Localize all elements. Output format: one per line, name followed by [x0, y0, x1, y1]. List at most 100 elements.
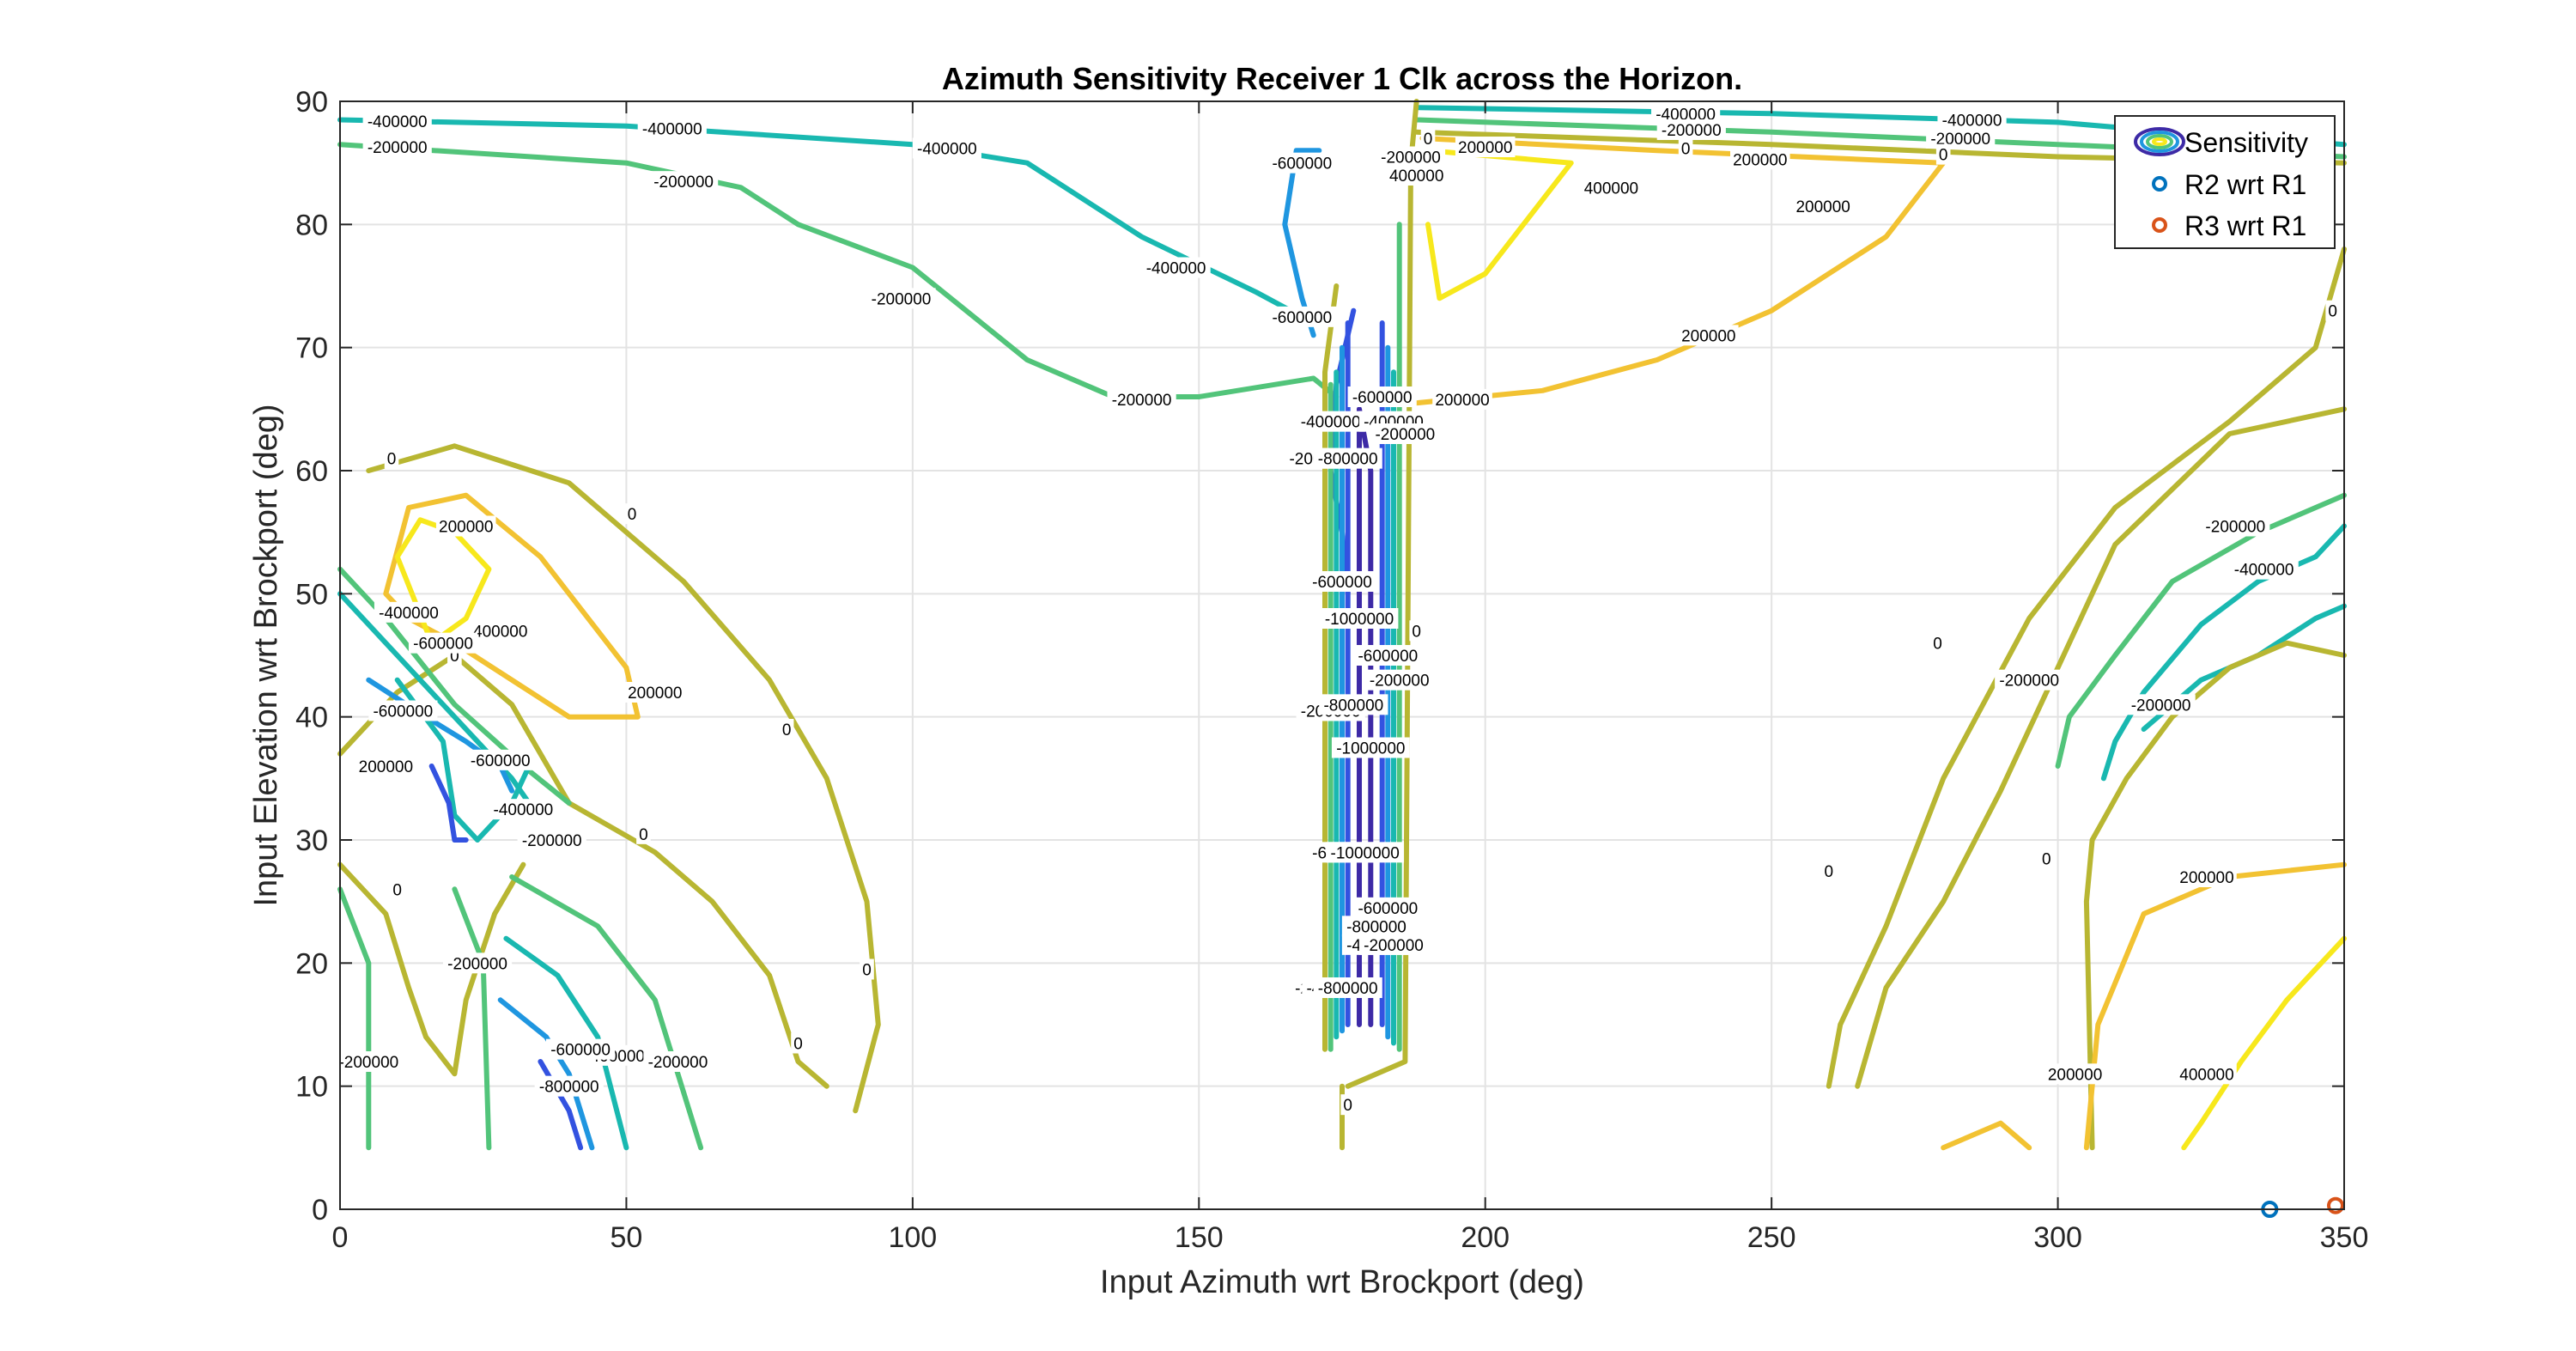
- x-tick-label: 250: [1747, 1221, 1796, 1254]
- contour-label-text: -400000: [379, 605, 439, 623]
- contour-label-bg: [2177, 1063, 2237, 1085]
- contour-label: -600000: [545, 1038, 616, 1060]
- y-tick-label: 70: [295, 332, 328, 365]
- contour-label-bg: [470, 620, 531, 642]
- contour-label-text: -600000: [1358, 648, 1418, 666]
- contour-label-bg: [1340, 1094, 1355, 1116]
- contour-label: -1000000: [1326, 842, 1405, 863]
- contour-label: 200000: [435, 515, 496, 537]
- contour-label-text: 0: [1825, 863, 1834, 881]
- contour-label: -200000: [1370, 423, 1440, 444]
- contour-label: -800000: [1341, 916, 1412, 937]
- contour-label-text: -600000: [1358, 900, 1418, 918]
- contour-label-bg: [1995, 669, 2064, 691]
- y-tick-label: 80: [295, 209, 328, 241]
- contour-label-text: -400000: [1942, 113, 2002, 131]
- contour-label-bg: [408, 632, 478, 654]
- x-axis-ticks: 0 50 100 150 200 250 300 350: [332, 101, 2369, 1254]
- contour-label-text: -600000: [413, 636, 473, 654]
- contour-label-bg: [1353, 645, 1423, 666]
- contour-line: [2181, 935, 2347, 1151]
- contour-label-text: -200000: [648, 1054, 708, 1072]
- contour-label-bg: [1730, 149, 1790, 170]
- x-tick-label: 150: [1175, 1221, 1224, 1254]
- contour-label: -200000: [1358, 934, 1429, 955]
- contour-label: -200000: [442, 952, 513, 974]
- contour-line: [503, 935, 629, 1151]
- contour-label: -800000: [1319, 694, 1388, 715]
- contour-label-bg: [2325, 300, 2340, 321]
- contour-label: 200000: [624, 682, 685, 703]
- contour-label-text: -600000: [471, 752, 531, 770]
- contour-label: -600000: [1267, 152, 1337, 173]
- contour-label-text: -1000000: [1325, 611, 1394, 629]
- contour-label-bg: [1793, 195, 1853, 216]
- contour-label-text: 200000: [2048, 1066, 2102, 1084]
- contour-line: [394, 677, 532, 843]
- contour-label-bg: [545, 1038, 616, 1060]
- contour-label: -600000: [408, 632, 478, 654]
- contour-line: [2083, 640, 2347, 1151]
- contour-label-text: -1000000: [1336, 740, 1405, 758]
- legend-entry-sensitivity: Sensitivity: [2184, 127, 2308, 158]
- contour-label: 400000: [1386, 165, 1447, 186]
- contour-label-text: 200000: [1435, 392, 1489, 410]
- contour-label-text: -200000: [872, 290, 932, 308]
- contour-label-bg: [1319, 694, 1388, 715]
- contour-label: -800000: [534, 1075, 604, 1097]
- contour-label-bg: [1386, 165, 1447, 186]
- contour-label-bg: [534, 1075, 604, 1097]
- contour-label-text: -200000: [1375, 426, 1435, 444]
- legend-marker-r2: [2152, 176, 2167, 192]
- contour-label: -200000: [649, 171, 719, 192]
- contour-label-bg: [1432, 388, 1492, 410]
- contour-label-text: -400000: [1146, 260, 1206, 278]
- contour-label-bg: [637, 118, 707, 139]
- contour-label-text: -400000: [642, 121, 702, 139]
- contour-label-bg: [1347, 386, 1417, 407]
- contour-label: -600000: [1353, 897, 1423, 918]
- contour-label-text: 0: [1681, 140, 1691, 158]
- contour-label: -200000: [1926, 128, 1996, 149]
- contour-label-text: -800000: [1318, 451, 1378, 469]
- contour-label: 0: [1409, 620, 1424, 642]
- x-tick-label: 350: [2320, 1221, 2369, 1254]
- contour-label: -400000: [1937, 109, 2007, 131]
- contour-label-bg: [1581, 177, 1642, 198]
- contour-label-text: -200000: [1112, 392, 1172, 410]
- contour-label-bg: [1364, 669, 1434, 691]
- contour-label: -200000: [1995, 669, 2064, 691]
- contour-label-bg: [1935, 143, 1951, 165]
- contour-label-text: 200000: [1733, 151, 1787, 169]
- contour-label-bg: [1678, 325, 1739, 346]
- contour-label-text: -200000: [1370, 672, 1430, 691]
- contour-label-text: 0: [2328, 303, 2337, 321]
- contour-label-text: -200000: [368, 139, 428, 157]
- contour-label: -800000: [1313, 447, 1382, 469]
- contour-label: -200000: [643, 1051, 713, 1072]
- series-point: [2326, 1196, 2344, 1214]
- contour-label-text: -800000: [1318, 980, 1378, 998]
- y-tick-label: 20: [295, 947, 328, 980]
- contour-label-text: -200000: [2205, 519, 2265, 537]
- legend-entry-r2: R2 wrt R1: [2184, 169, 2306, 200]
- contour-label-text: 0: [1412, 623, 1421, 641]
- contour-label: 0: [1678, 137, 1693, 159]
- contour-label: 200000: [1793, 195, 1853, 216]
- contour-label-bg: [649, 171, 719, 192]
- contour-label-text: -600000: [1312, 574, 1372, 592]
- contour-label: 0: [636, 823, 651, 844]
- contour-label-bg: [1267, 306, 1337, 327]
- contour-label: 200000: [1455, 137, 1516, 158]
- contour-label-text: 0: [2042, 851, 2051, 869]
- contour-label-bg: [355, 756, 416, 776]
- contour-label-bg: [912, 137, 981, 159]
- legend[interactable]: Sensitivity R2 wrt R1 R3 wrt R1: [2114, 115, 2336, 249]
- contour-label-text: -600000: [1352, 389, 1413, 407]
- y-tick-label: 10: [295, 1071, 328, 1104]
- contour-label-bg: [362, 137, 432, 158]
- contour-label-text: 200000: [359, 758, 413, 776]
- contour-label-bg: [465, 749, 535, 770]
- contour-label-text: 400000: [1389, 167, 1443, 186]
- contour-label: -200000: [362, 137, 432, 158]
